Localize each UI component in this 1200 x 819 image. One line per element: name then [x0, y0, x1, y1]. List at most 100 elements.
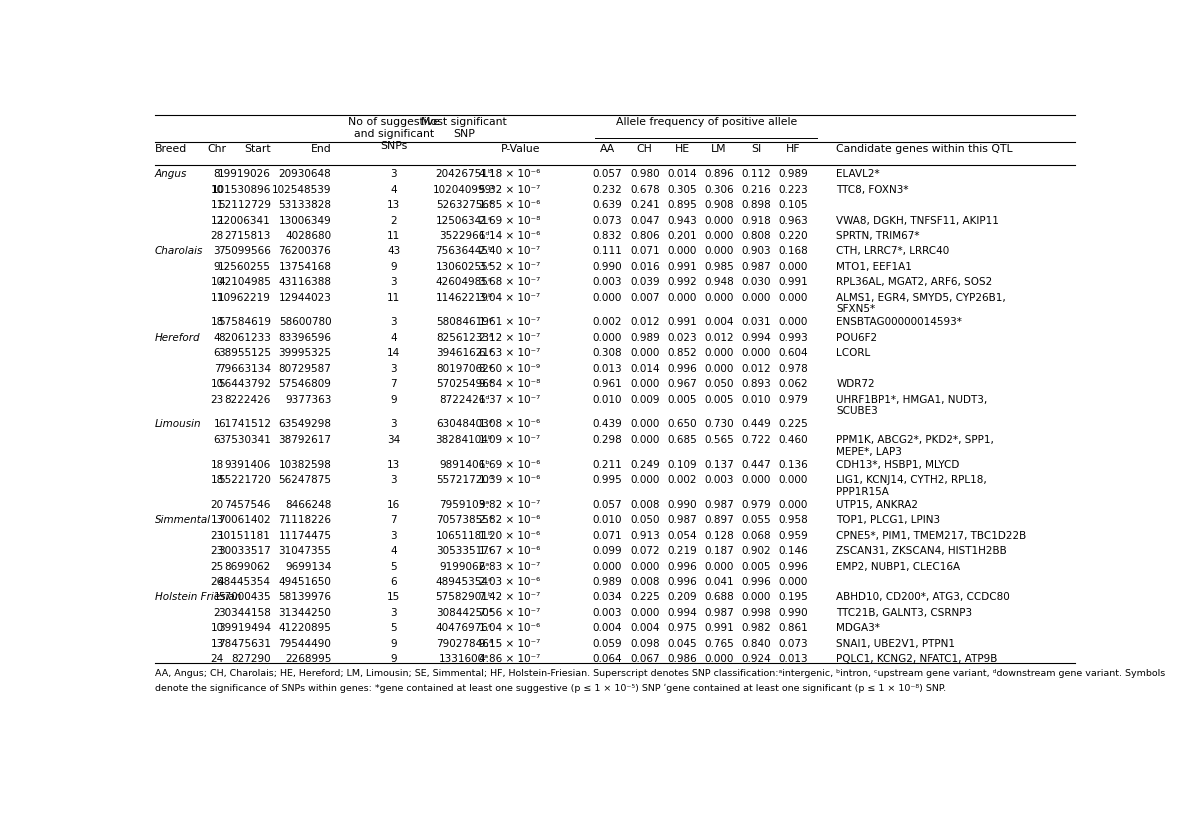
Text: 0.918: 0.918 — [742, 215, 772, 225]
Text: 0.000: 0.000 — [593, 333, 623, 342]
Text: 0.000: 0.000 — [630, 434, 660, 445]
Text: 0.004: 0.004 — [630, 622, 660, 632]
Text: 0.050: 0.050 — [704, 379, 734, 389]
Text: 0.722: 0.722 — [742, 434, 772, 445]
Text: Limousin: Limousin — [155, 419, 202, 429]
Text: 37530341: 37530341 — [218, 434, 271, 445]
Text: 30844250ᵃ: 30844250ᵃ — [436, 607, 493, 618]
Text: 12: 12 — [210, 215, 223, 225]
Text: 0.306: 0.306 — [704, 184, 734, 194]
Text: 79027846ᵃ: 79027846ᵃ — [436, 638, 493, 648]
Text: 0.014: 0.014 — [630, 364, 660, 373]
Text: 0.031: 0.031 — [742, 317, 772, 327]
Text: 0.948: 0.948 — [704, 277, 734, 287]
Text: 0.012: 0.012 — [704, 333, 734, 342]
Text: 0.000: 0.000 — [593, 561, 623, 571]
Text: 13006349: 13006349 — [278, 215, 331, 225]
Text: 0.994: 0.994 — [667, 607, 697, 618]
Text: 0.000: 0.000 — [704, 231, 734, 241]
Text: 6: 6 — [214, 434, 221, 445]
Text: 0.187: 0.187 — [704, 545, 734, 555]
Text: 0.996: 0.996 — [742, 577, 772, 586]
Text: 12560255: 12560255 — [218, 261, 271, 272]
Text: 9.82 × 10⁻⁷: 9.82 × 10⁻⁷ — [479, 499, 540, 509]
Text: 0.030: 0.030 — [742, 277, 772, 287]
Text: 0.008: 0.008 — [630, 499, 660, 509]
Text: 12944023: 12944023 — [278, 292, 331, 302]
Text: 8: 8 — [214, 169, 221, 179]
Text: 101530896: 101530896 — [211, 184, 271, 194]
Text: 20: 20 — [210, 499, 223, 509]
Text: 0.071: 0.071 — [593, 530, 623, 540]
Text: 3.04 × 10⁻⁷: 3.04 × 10⁻⁷ — [480, 292, 540, 302]
Text: 6: 6 — [390, 577, 397, 586]
Text: Holstein Friesian: Holstein Friesian — [155, 592, 241, 602]
Text: 0.996: 0.996 — [779, 561, 809, 571]
Text: 10: 10 — [210, 184, 223, 194]
Text: 0.004: 0.004 — [704, 317, 734, 327]
Text: 2.40 × 10⁻⁷: 2.40 × 10⁻⁷ — [480, 247, 540, 256]
Text: 9: 9 — [390, 261, 397, 272]
Text: 0.832: 0.832 — [593, 231, 623, 241]
Text: 0.195: 0.195 — [779, 592, 809, 602]
Text: 0.990: 0.990 — [593, 261, 623, 272]
Text: 0.730: 0.730 — [704, 419, 734, 429]
Text: CTH, LRRC7*, LRRC40: CTH, LRRC7*, LRRC40 — [836, 247, 949, 256]
Text: 0.898: 0.898 — [742, 200, 772, 210]
Text: 0.000: 0.000 — [667, 247, 697, 256]
Text: 0.000: 0.000 — [779, 474, 809, 485]
Text: 3: 3 — [390, 169, 397, 179]
Text: 23: 23 — [210, 545, 223, 555]
Text: 0.057: 0.057 — [593, 169, 623, 179]
Text: 0.055: 0.055 — [742, 514, 772, 524]
Text: 0.979: 0.979 — [779, 395, 809, 405]
Text: 1.20 × 10⁻⁶: 1.20 × 10⁻⁶ — [479, 530, 540, 540]
Text: 0.975: 0.975 — [667, 622, 697, 632]
Text: 0.050: 0.050 — [630, 514, 660, 524]
Text: 0.996: 0.996 — [667, 577, 697, 586]
Text: 12006341: 12006341 — [218, 215, 271, 225]
Text: 8466248: 8466248 — [284, 499, 331, 509]
Text: 1.67 × 10⁻⁶: 1.67 × 10⁻⁶ — [479, 545, 540, 555]
Text: 0.305: 0.305 — [667, 184, 697, 194]
Text: AA, Angus; CH, Charolais; HE, Hereford; LM, Limousin; SE, Simmental; HF, Holstei: AA, Angus; CH, Charolais; HE, Hereford; … — [155, 668, 1165, 677]
Text: 13: 13 — [210, 514, 223, 524]
Text: 9891406ᵇ: 9891406ᵇ — [439, 459, 490, 469]
Text: 0.054: 0.054 — [667, 530, 697, 540]
Text: 0.688: 0.688 — [704, 592, 734, 602]
Text: 2.69 × 10⁻⁸: 2.69 × 10⁻⁸ — [479, 215, 540, 225]
Text: 0.991: 0.991 — [704, 622, 734, 632]
Text: 6.83 × 10⁻⁷: 6.83 × 10⁻⁷ — [479, 561, 540, 571]
Text: SPRTN, TRIM67*: SPRTN, TRIM67* — [836, 231, 920, 241]
Text: End: End — [311, 143, 331, 154]
Text: 18: 18 — [210, 317, 223, 327]
Text: 3: 3 — [390, 277, 397, 287]
Text: 0.000: 0.000 — [742, 474, 772, 485]
Text: 0.995: 0.995 — [593, 474, 623, 485]
Text: POU6F2: POU6F2 — [836, 333, 877, 342]
Text: 2: 2 — [214, 607, 221, 618]
Text: 13060255ᵃ: 13060255ᵃ — [436, 261, 493, 272]
Text: AA: AA — [600, 143, 616, 154]
Text: 79544490: 79544490 — [278, 638, 331, 648]
Text: 57000435: 57000435 — [218, 592, 271, 602]
Text: 10: 10 — [210, 622, 223, 632]
Text: 0.000: 0.000 — [704, 292, 734, 302]
Text: 40476976ᵃ: 40476976ᵃ — [436, 622, 493, 632]
Text: 34: 34 — [388, 434, 401, 445]
Text: 0.996: 0.996 — [667, 364, 697, 373]
Text: LIG1, KCNJ14, CYTH2, RPL18,
PPP1R15A: LIG1, KCNJ14, CYTH2, RPL18, PPP1R15A — [836, 474, 988, 496]
Text: 3: 3 — [390, 364, 397, 373]
Text: 0.958: 0.958 — [779, 514, 809, 524]
Text: 0.298: 0.298 — [593, 434, 623, 445]
Text: 48445354: 48445354 — [218, 577, 271, 586]
Text: 0.992: 0.992 — [667, 277, 697, 287]
Text: 52112729: 52112729 — [218, 200, 271, 210]
Text: 3: 3 — [390, 530, 397, 540]
Text: 9.84 × 10⁻⁸: 9.84 × 10⁻⁸ — [479, 379, 540, 389]
Text: 1.09 × 10⁻⁷: 1.09 × 10⁻⁷ — [480, 434, 540, 445]
Text: 0.989: 0.989 — [593, 577, 623, 586]
Text: 0.010: 0.010 — [593, 514, 623, 524]
Text: 3: 3 — [214, 247, 221, 256]
Text: 42604985ᵃ: 42604985ᵃ — [436, 277, 493, 287]
